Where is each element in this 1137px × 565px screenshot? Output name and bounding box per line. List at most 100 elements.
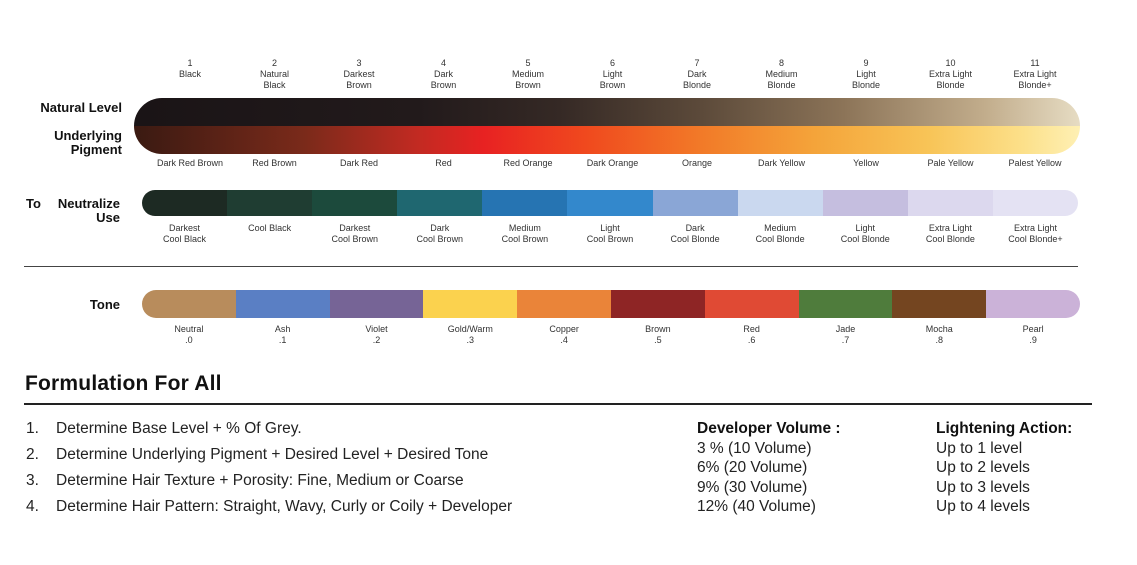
- neutralizer-swatch: [142, 190, 228, 216]
- tone-swatch: [517, 290, 611, 318]
- tone-name: Gold/Warm: [447, 324, 493, 334]
- neutralizer-label: Dark Cool Brown: [398, 223, 482, 245]
- neutralizer-name-line: Medium: [508, 223, 541, 233]
- step-item: 1. Determine Base Level + % Of Grey.: [26, 420, 302, 438]
- tone-swatch: [704, 290, 799, 318]
- level-name-line: Extra Light: [928, 69, 973, 79]
- level-heading: 7 Dark Blonde: [655, 58, 739, 91]
- level-name-line: Blonde: [851, 80, 881, 90]
- level-number: 9: [863, 58, 869, 68]
- neutralizer-name-line: Cool Blonde: [840, 234, 890, 244]
- neutralizer-label: Darkest Cool Brown: [313, 223, 397, 245]
- neutralizer-label: Extra Light Cool Blonde: [908, 223, 992, 245]
- neutralizer-name-line: Cool Brown: [501, 234, 549, 244]
- level-number: 10: [945, 58, 956, 68]
- level-pigment-gradient-bar: [134, 98, 1080, 154]
- neutralize-prefix: To: [26, 196, 41, 211]
- tone-name: Neutral: [174, 324, 204, 334]
- level-number: 3: [356, 58, 362, 68]
- pigment-label: Palest Yellow: [1008, 158, 1062, 168]
- step-number: 4.: [26, 498, 39, 515]
- level-name-line: Darkest: [343, 69, 375, 79]
- developer-volume-item: 12% (40 Volume): [697, 498, 816, 515]
- neutralizer-name-line: Extra Light: [1013, 223, 1057, 233]
- tone-swatch: [892, 290, 987, 318]
- tone-label-item: Violet .2: [330, 324, 424, 346]
- neutralize-label: To Neutralize Use: [10, 197, 120, 225]
- level-name-line: Brown: [515, 80, 541, 90]
- level-name-line: Blonde: [767, 80, 796, 90]
- level-name-line: Dark: [433, 69, 453, 79]
- tone-name: Red: [743, 324, 760, 334]
- tone-label-item: Brown .5: [611, 324, 705, 346]
- lightening-action-item: Up to 3 levels: [936, 479, 1030, 496]
- lightening-action-item: Up to 1 level: [936, 440, 1023, 457]
- neutralizer-swatch: [397, 190, 483, 216]
- tone-label: Tone: [89, 297, 120, 312]
- level-name-line: Extra Light: [1013, 69, 1057, 79]
- neutralizer-name-line: Cool Brown: [416, 234, 464, 244]
- neutralizer-name-line: Medium: [764, 223, 797, 233]
- tone-swatch: [142, 290, 236, 318]
- tone-label-item: Pearl .9: [986, 324, 1080, 346]
- lightening-action-item: Up to 2 levels: [936, 459, 1030, 476]
- neutralizer-label: Cool Black: [228, 223, 312, 234]
- pigment-label: Dark Orange: [586, 158, 639, 168]
- level-number: 8: [778, 58, 784, 68]
- level-heading: 9 Light Blonde: [824, 58, 908, 91]
- tone-swatch: [235, 290, 330, 318]
- neutralizer-label: Dark Cool Blonde: [653, 223, 737, 245]
- neutralizer-name-line: Cool Brown: [586, 234, 634, 244]
- tone-label-item: Ash .1: [236, 324, 330, 346]
- level-number: 2: [271, 58, 277, 68]
- tone-name: Violet: [365, 324, 388, 334]
- tone-swatch: [329, 290, 424, 318]
- level-heading: 3 Darkest Brown: [317, 58, 401, 91]
- underlying-pigment-label-line2: Pigment: [70, 142, 122, 157]
- tone-code: .0: [185, 335, 193, 345]
- level-number: 4: [440, 58, 446, 68]
- neutralizer-name-line: Darkest: [169, 223, 201, 233]
- tone-code: .2: [372, 335, 381, 345]
- level-heading: 10 Extra Light Blonde: [909, 58, 993, 91]
- pigment-label: Pale Yellow: [927, 158, 974, 168]
- neutralizer-name-line: Cool Black: [248, 223, 292, 233]
- level-heading: 6 Light Brown: [571, 58, 655, 91]
- tone-name: Ash: [274, 324, 291, 334]
- neutralizer-name-line: Cool Blonde+: [1008, 234, 1063, 244]
- neutralize-label-line1: Neutralize: [57, 196, 120, 211]
- neutralizer-name-line: Extra Light: [928, 223, 972, 233]
- level-name-line: Blonde: [682, 80, 712, 90]
- section-divider: [24, 266, 1078, 267]
- tone-color-bar: [142, 290, 1080, 318]
- tone-name: Brown: [645, 324, 671, 334]
- level-number: 1: [187, 58, 193, 68]
- tone-code: .5: [654, 335, 662, 345]
- step-text: Determine Base Level + % Of Grey.: [56, 420, 302, 437]
- level-name-line: Black: [263, 80, 286, 90]
- level-heading: 1 Black: [148, 58, 232, 80]
- step-item: 4. Determine Hair Pattern: Straight, Wavy…: [26, 498, 512, 516]
- neutralizer-name-line: Cool Blonde: [755, 234, 805, 244]
- tone-label-item: Copper .4: [517, 324, 611, 346]
- neutralizer-name-line: Cool Blonde: [925, 234, 975, 244]
- tone-label-item: Neutral .0: [142, 324, 236, 346]
- neutralizer-label: Extra Light Cool Blonde+: [993, 223, 1077, 245]
- tone-name: Jade: [835, 324, 856, 334]
- tone-code: .3: [466, 335, 475, 345]
- neutralizer-name-line: Cool Brown: [331, 234, 378, 244]
- level-number: 5: [525, 58, 531, 68]
- level-number: 7: [694, 58, 700, 68]
- neutralizer-swatch: [907, 190, 993, 216]
- neutralizer-name-line: Cool Blonde: [670, 234, 720, 244]
- neutralizer-label: Light Cool Blonde: [823, 223, 907, 245]
- step-number: 1.: [26, 420, 39, 437]
- natural-level-label: Natural Level: [40, 100, 122, 115]
- step-item: 3. Determine Hair Texture + Porosity: Fin…: [26, 472, 464, 490]
- pigment-label: Dark Red Brown: [156, 158, 224, 168]
- neutralizer-name-line: Light: [600, 223, 620, 233]
- lightening-action-item: Up to 4 levels: [936, 498, 1030, 515]
- formulation-title: Formulation For All: [25, 372, 222, 395]
- neutralizer-swatch: [822, 190, 908, 216]
- tone-code: .1: [278, 335, 287, 345]
